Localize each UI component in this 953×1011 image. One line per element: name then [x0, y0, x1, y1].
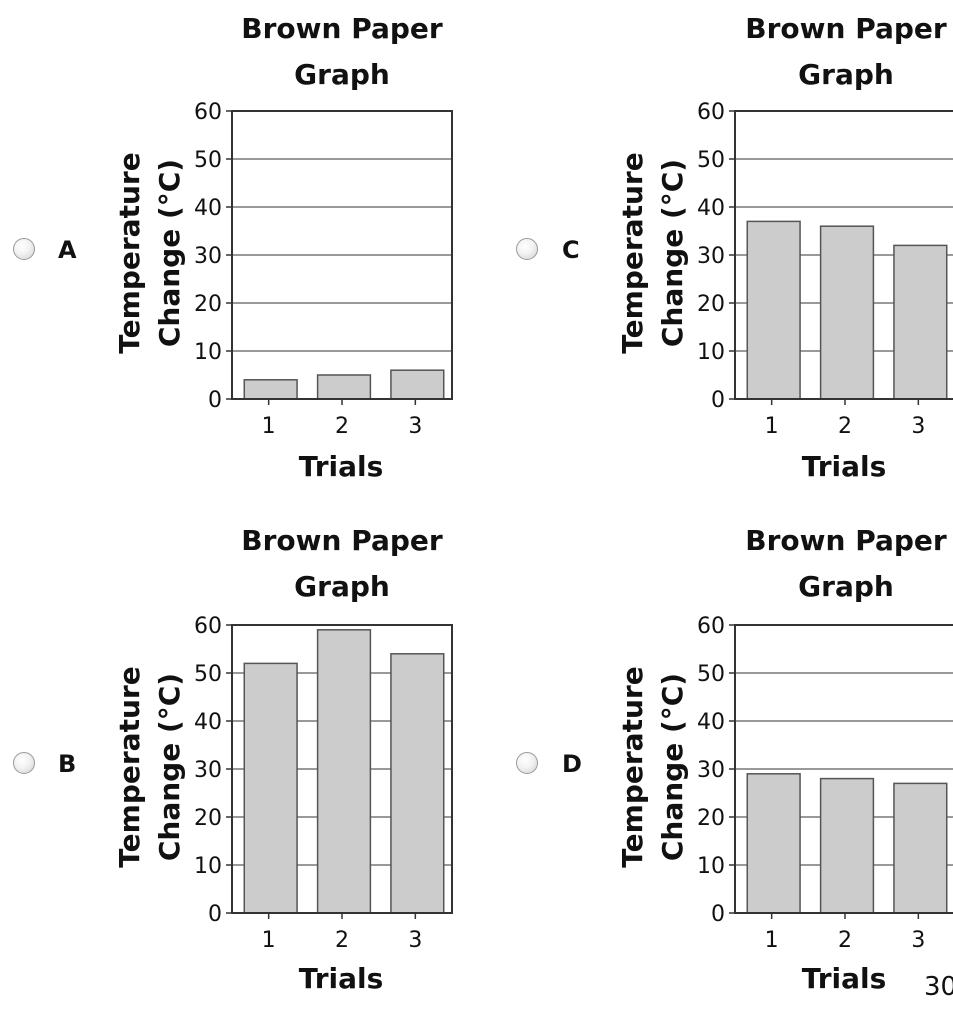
x-tick-label: 3 — [408, 414, 422, 439]
y-tick-label: 10 — [194, 340, 222, 365]
radio-button-d[interactable] — [516, 752, 538, 774]
y-tick-label: 40 — [194, 196, 222, 221]
x-tick-label: 2 — [335, 414, 349, 439]
y-tick-label: 0 — [208, 902, 222, 927]
option-letter-c: C — [562, 236, 580, 264]
answer-option-c[interactable]: C Brown Paper Graph Temperature Change (… — [476, 0, 953, 497]
x-tick-label: 1 — [262, 928, 276, 953]
y-tick-label: 30 — [194, 758, 222, 783]
plot-frame — [231, 110, 453, 400]
y-axis-label-c: Temperature Change (°C) — [613, 152, 693, 353]
y-tick-label: 20 — [194, 292, 222, 317]
bar — [390, 653, 445, 914]
answer-option-d[interactable]: D Brown Paper Graph Temperature Change (… — [476, 514, 953, 1011]
y-tick-label: 0 — [711, 902, 725, 927]
y-tick-label: 0 — [208, 388, 222, 413]
x-tick-label: 1 — [765, 414, 779, 439]
x-tick-label: 2 — [838, 928, 852, 953]
y-axis-label-d: Temperature Change (°C) — [613, 666, 693, 867]
bar — [316, 629, 372, 914]
chart-title-line1: Brown Paper — [745, 12, 947, 45]
y-tick-label: 60 — [194, 100, 222, 125]
y-tick-label: 20 — [697, 292, 725, 317]
chart-title-line2: Graph — [798, 58, 894, 91]
bar — [746, 773, 801, 914]
y-tick-label: 40 — [697, 710, 725, 735]
x-tick-label: 1 — [262, 414, 276, 439]
bar — [390, 369, 445, 400]
x-tick-label: 2 — [838, 414, 852, 439]
x-tick-label: 1 — [765, 928, 779, 953]
x-axis-label-d: Trials — [801, 962, 887, 995]
bar — [893, 244, 948, 400]
y-tick-label: 50 — [194, 662, 222, 687]
chart-title-line2: Graph — [294, 58, 390, 91]
radio-button-b[interactable] — [13, 752, 35, 774]
bar — [893, 782, 948, 914]
chart-title-line2: Graph — [294, 570, 390, 603]
chart-title-b: Brown Paper Graph — [202, 518, 482, 610]
chart-title-d: Brown Paper Graph — [706, 518, 953, 610]
chart-title-line2: Graph — [798, 570, 894, 603]
chart-title-a: Brown Paper Graph — [202, 6, 482, 98]
x-tick-label: 3 — [911, 414, 925, 439]
y-tick-label: 20 — [697, 806, 725, 831]
bar — [316, 374, 372, 400]
plot-frame — [734, 110, 953, 400]
answer-option-b[interactable]: B Brown Paper Graph Temperature Change (… — [0, 514, 476, 1011]
y-tick-label: 60 — [194, 614, 222, 639]
bar — [243, 379, 298, 400]
y-tick-label: 50 — [697, 148, 725, 173]
y-tick-label: 50 — [697, 662, 725, 687]
y-axis-label-line1: Temperature — [113, 666, 146, 868]
y-tick-label: 10 — [194, 854, 222, 879]
x-tick-label: 3 — [911, 928, 925, 953]
y-axis-label-line1: Temperature — [113, 152, 146, 354]
x-axis-label-a: Trials — [298, 450, 384, 483]
chart-title-line1: Brown Paper — [745, 524, 947, 557]
x-axis-label-c: Trials — [801, 450, 887, 483]
x-tick-label: 3 — [408, 928, 422, 953]
option-letter-d: D — [562, 750, 582, 778]
bar — [746, 220, 801, 400]
plot-frame — [734, 624, 953, 914]
option-letter-b: B — [58, 750, 77, 778]
chart-title-c: Brown Paper Graph — [706, 6, 953, 98]
chart-title-line1: Brown Paper — [241, 524, 443, 557]
y-tick-label: 10 — [697, 854, 725, 879]
option-letter-a: A — [58, 236, 77, 264]
y-tick-label: 60 — [697, 614, 725, 639]
y-axis-label-line1: Temperature — [616, 152, 649, 354]
y-tick-label: 40 — [194, 710, 222, 735]
bar-chart-c: 0 10 20 30 40 50 60 1 2 3 — [697, 100, 953, 439]
y-axis-label-a: Temperature Change (°C) — [110, 152, 190, 353]
chart-title-line1: Brown Paper — [241, 12, 443, 45]
bar — [819, 225, 875, 400]
bar-chart-d: 0 10 20 30 40 50 60 1 2 3 — [697, 614, 953, 953]
y-tick-label: 30 — [194, 244, 222, 269]
y-tick-label: 10 — [697, 340, 725, 365]
y-tick-label: 50 — [194, 148, 222, 173]
radio-button-a[interactable] — [13, 238, 35, 260]
bar — [819, 777, 875, 914]
x-axis-label-b: Trials — [298, 962, 384, 995]
x-tick-label: 2 — [335, 928, 349, 953]
y-axis-label-line1: Temperature — [616, 666, 649, 868]
y-tick-label: 0 — [711, 388, 725, 413]
y-axis-label-b: Temperature Change (°C) — [110, 666, 190, 867]
y-tick-label: 30 — [697, 244, 725, 269]
y-tick-label: 60 — [697, 100, 725, 125]
bar — [243, 662, 298, 914]
y-tick-label: 30 — [697, 758, 725, 783]
bar-chart-b: 0 10 20 30 40 50 60 1 2 3 — [194, 614, 453, 953]
page-number: 30 — [924, 972, 953, 1002]
plot-frame — [231, 624, 453, 914]
radio-button-c[interactable] — [516, 238, 538, 260]
y-tick-label: 20 — [194, 806, 222, 831]
bar-chart-a: 0 10 20 30 40 50 60 1 2 3 — [194, 100, 453, 439]
answer-option-a[interactable]: A Brown Paper Graph Temperature Change (… — [0, 0, 476, 497]
y-tick-label: 40 — [697, 196, 725, 221]
